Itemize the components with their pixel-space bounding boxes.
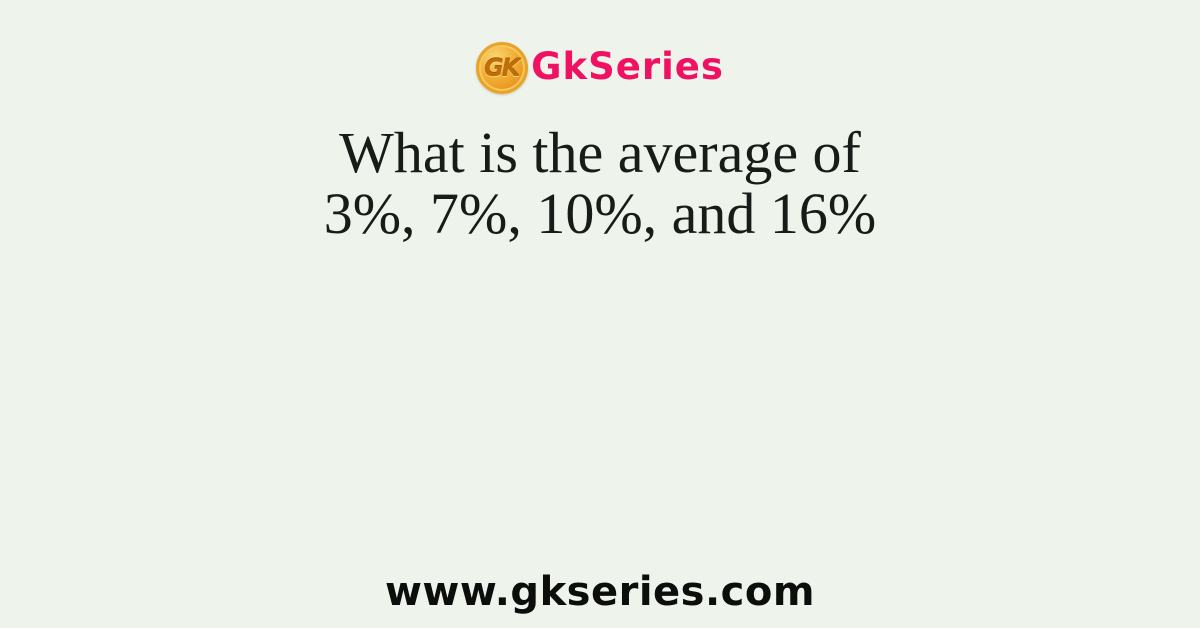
question-text: What is the average of 3%, 7%, 10%, and …	[0, 122, 1200, 245]
question-line-2: 3%, 7%, 10%, and 16%	[323, 181, 877, 247]
question-line-1: What is the average of	[339, 120, 861, 185]
logo: GK GkSeries	[0, 42, 1200, 94]
brand-wordmark: GkSeries	[531, 44, 724, 88]
gk-coin-icon: GK	[476, 42, 529, 94]
website-url: www.gkseries.com	[384, 569, 816, 615]
gk-coin-letters: GK	[483, 54, 520, 82]
